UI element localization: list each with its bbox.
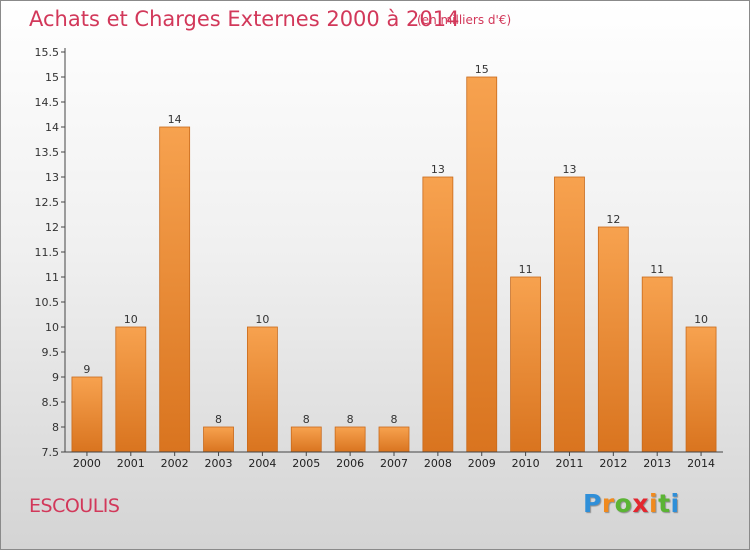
bar-2011 [554, 176, 585, 453]
bar-2013 [641, 276, 673, 453]
y-tick-label: 15.5 [35, 46, 60, 59]
x-tick-label-2006: 2006 [336, 457, 364, 470]
x-tick-label-2008: 2008 [424, 457, 452, 470]
y-tick-label: 14 [45, 121, 59, 134]
x-tick-label-2011: 2011 [555, 457, 583, 470]
bar-2012 [597, 226, 629, 453]
bar-2000 [71, 376, 103, 453]
x-axis: 2000 2001 2002 2003 2004 2005 2006 2007 2008 2009… [65, 451, 723, 470]
y-tick-label: 10.5 [35, 296, 60, 309]
y-axis: 7.5 8 8.5 9 9.5 10 10.5 11 11.5 12 12.5 13 13.5 14 14.… [35, 46, 66, 459]
value-label-2013: 11 [650, 263, 664, 276]
x-tick-label-2000: 2000 [73, 457, 101, 470]
logo-letter: i [670, 489, 680, 518]
x-tick-label-2012: 2012 [599, 457, 627, 470]
value-label-2010: 11 [519, 263, 533, 276]
x-tick-label-2013: 2013 [643, 457, 671, 470]
logo-letter: o [614, 489, 633, 518]
chart-title: Achats et Charges Externes 2000 à 2014 [29, 7, 460, 31]
value-label-2014: 10 [694, 313, 708, 326]
x-tick-label-2004: 2004 [248, 457, 276, 470]
logo-letter: i [649, 489, 659, 518]
value-label-2012: 12 [606, 213, 620, 226]
y-tick-label: 9 [52, 371, 59, 384]
y-tick-label: 11.5 [35, 246, 60, 259]
value-label-2001: 10 [124, 313, 138, 326]
y-tick-label: 13.5 [35, 146, 60, 159]
bar-2006 [334, 426, 366, 453]
value-label-2006: 8 [347, 413, 354, 426]
y-tick-label: 12 [45, 221, 59, 234]
bar-2009 [466, 76, 498, 453]
proxiti-logo[interactable]: Proxiti [583, 489, 680, 518]
value-label-2000: 9 [83, 363, 90, 376]
y-tick-label: 15 [45, 71, 59, 84]
y-tick-label: 8.5 [42, 396, 60, 409]
y-tick-label: 11 [45, 271, 59, 284]
y-tick-label: 7.5 [42, 446, 60, 459]
bar-2014 [685, 326, 717, 453]
value-label-2005: 8 [303, 413, 310, 426]
value-label-2007: 8 [391, 413, 398, 426]
y-tick-label: 10 [45, 321, 59, 334]
x-tick-label-2014: 2014 [687, 457, 715, 470]
x-tick-label-2007: 2007 [380, 457, 408, 470]
bar-2010 [510, 276, 542, 453]
value-label-2009: 15 [475, 63, 489, 76]
bar-2008 [422, 176, 454, 453]
bar-2003 [203, 426, 234, 453]
logo-letter: t [658, 489, 671, 518]
y-tick-label: 14.5 [35, 96, 60, 109]
y-tick-label: 8 [52, 421, 59, 434]
value-label-2008: 13 [431, 163, 445, 176]
value-label-2011: 13 [562, 163, 576, 176]
y-tick-label: 9.5 [42, 346, 60, 359]
bar-2005 [290, 426, 322, 453]
x-tick-label-2003: 2003 [205, 457, 233, 470]
bar-2002 [159, 126, 191, 453]
town-name: ESCOULIS [29, 495, 120, 517]
x-tick-label-2002: 2002 [161, 457, 189, 470]
value-label-2002: 14 [168, 113, 182, 126]
x-tick-label-2001: 2001 [117, 457, 145, 470]
bar-2001 [115, 326, 147, 453]
unit-note: (en milliers d'€) [417, 13, 512, 27]
value-label-2004: 10 [255, 313, 269, 326]
bar-2004 [246, 326, 278, 453]
x-tick-label-2010: 2010 [512, 457, 540, 470]
logo-letter: r [601, 489, 615, 518]
x-tick-label-2005: 2005 [292, 457, 320, 470]
logo-letter: x [632, 489, 649, 518]
bar-2007 [378, 426, 410, 453]
x-tick-label-2009: 2009 [468, 457, 496, 470]
y-tick-label: 13 [45, 171, 59, 184]
logo-letter: P [583, 489, 602, 518]
y-tick-label: 12.5 [35, 196, 60, 209]
value-label-2003: 8 [215, 413, 222, 426]
bars: 9 10 14 8 10 8 8 8 13 15 11 13 12 11 10 [71, 63, 717, 453]
